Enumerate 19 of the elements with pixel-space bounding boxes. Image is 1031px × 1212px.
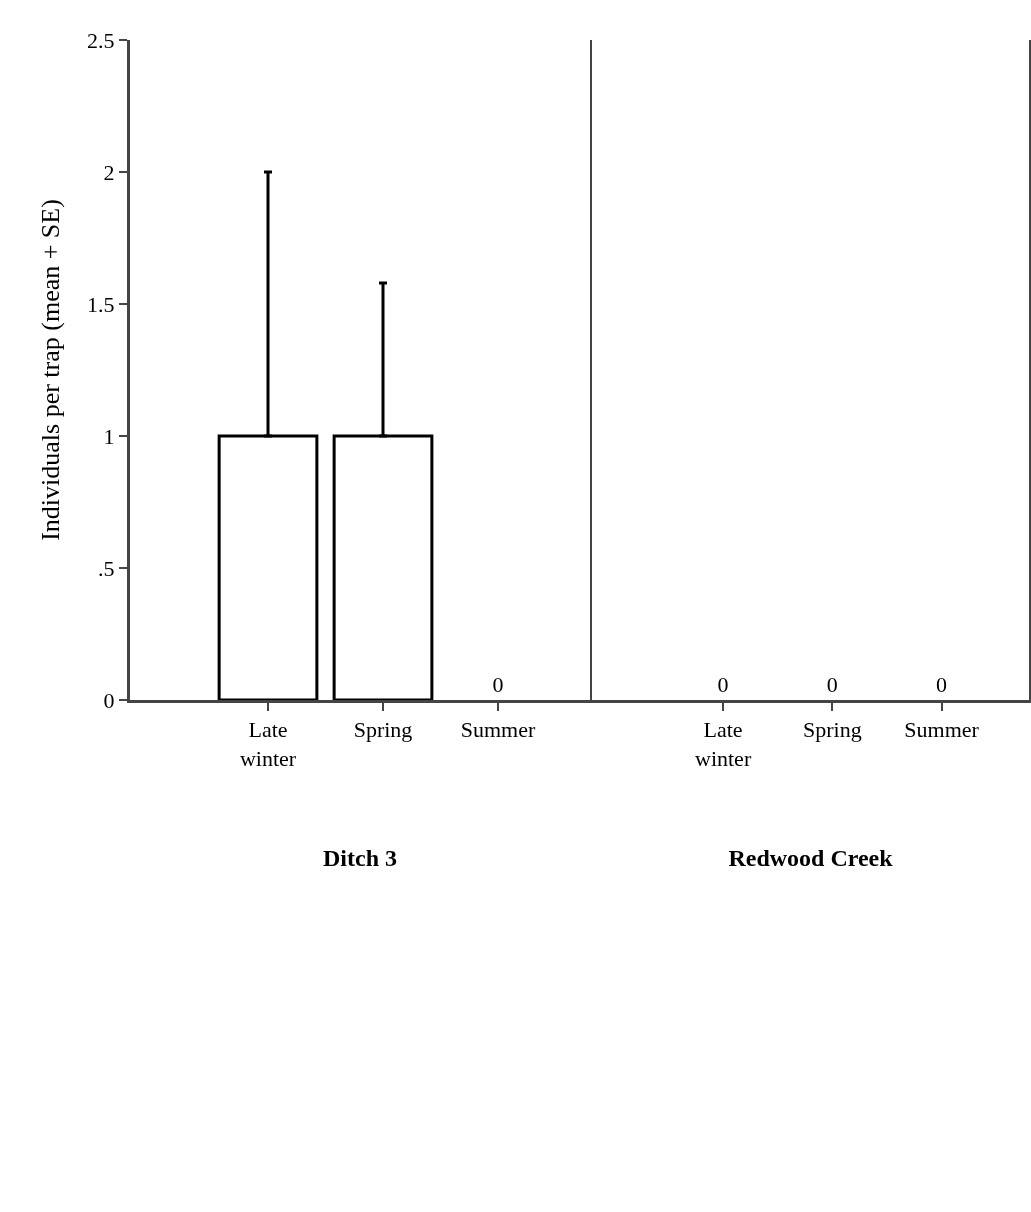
y-tick-label: 2 [103,159,115,185]
y-tick-label: 1 [103,423,115,449]
x-tick-label: Summer [904,717,980,743]
data-label: 0 [492,672,504,697]
y-axis-title: Individuals per trap (mean + SE) [36,199,66,541]
y-tick-label: 0 [103,687,115,713]
x-tick-label: Late winter [695,717,752,771]
x-axis-title: Redwood Creek [728,845,894,872]
x-tick-label: Spring [353,717,413,743]
data-label: 0 [936,672,948,697]
data-label: 0 [826,672,838,697]
y-tick-label: 2.5 [87,27,115,53]
x-tick-label: Spring [803,717,862,743]
y-tick-label: .5 [98,555,115,581]
x-tick-label: Summer [460,717,536,743]
x-tick-label: Late winter [239,717,297,771]
y-tick-label: 1.5 [87,291,115,317]
data-label: 0 [717,672,729,697]
x-axis-title: Ditch 3 [323,845,397,872]
